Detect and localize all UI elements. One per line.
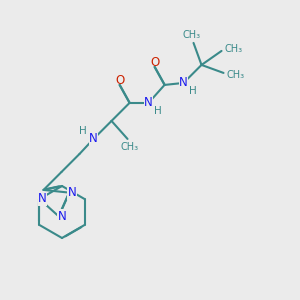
Text: N: N bbox=[38, 193, 47, 206]
Text: CH₃: CH₃ bbox=[226, 70, 244, 80]
Text: N: N bbox=[144, 96, 153, 110]
Text: O: O bbox=[150, 56, 159, 69]
Text: N: N bbox=[68, 186, 77, 199]
Text: CH₃: CH₃ bbox=[224, 44, 243, 54]
Text: H: H bbox=[189, 86, 196, 96]
Text: N: N bbox=[89, 132, 98, 146]
Text: O: O bbox=[115, 74, 124, 87]
Text: H: H bbox=[154, 106, 161, 116]
Text: N: N bbox=[179, 76, 188, 89]
Text: H: H bbox=[79, 126, 86, 136]
Text: N: N bbox=[57, 210, 66, 223]
Text: CH₃: CH₃ bbox=[182, 30, 201, 40]
Text: CH₃: CH₃ bbox=[121, 142, 139, 152]
